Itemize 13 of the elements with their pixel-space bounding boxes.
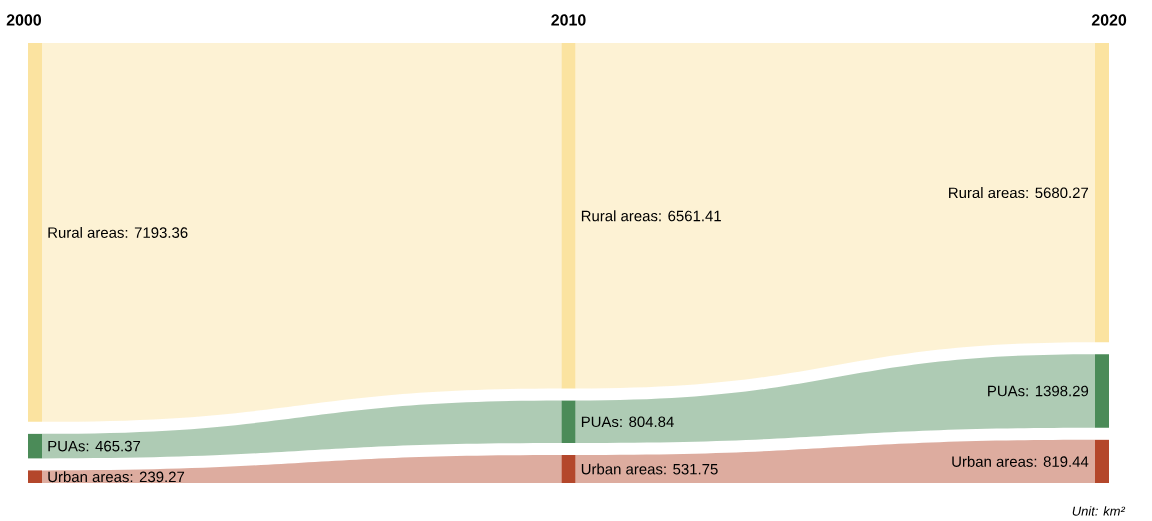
category-label: 2000 — [6, 14, 41, 26]
data-label: PUAs: 465.37 — [48, 440, 141, 452]
data-label: Rural areas: 5680.27 — [949, 187, 1089, 199]
data-label: Urban areas: 239.27 — [48, 471, 185, 483]
category-label: 2010 — [551, 14, 586, 26]
data-label: PUAs: 1398.29 — [988, 385, 1089, 397]
data-label: Rural areas: 7193.36 — [48, 226, 188, 238]
data-label: Urban areas: 819.44 — [952, 455, 1089, 467]
data-label: PUAs: 804.84 — [581, 416, 674, 428]
text: Unit: km² — [1072, 506, 1126, 516]
data-label: Urban areas: 531.75 — [581, 463, 718, 475]
category-label: 2020 — [1091, 14, 1127, 26]
data-label: Rural areas: 6561.41 — [581, 210, 721, 222]
